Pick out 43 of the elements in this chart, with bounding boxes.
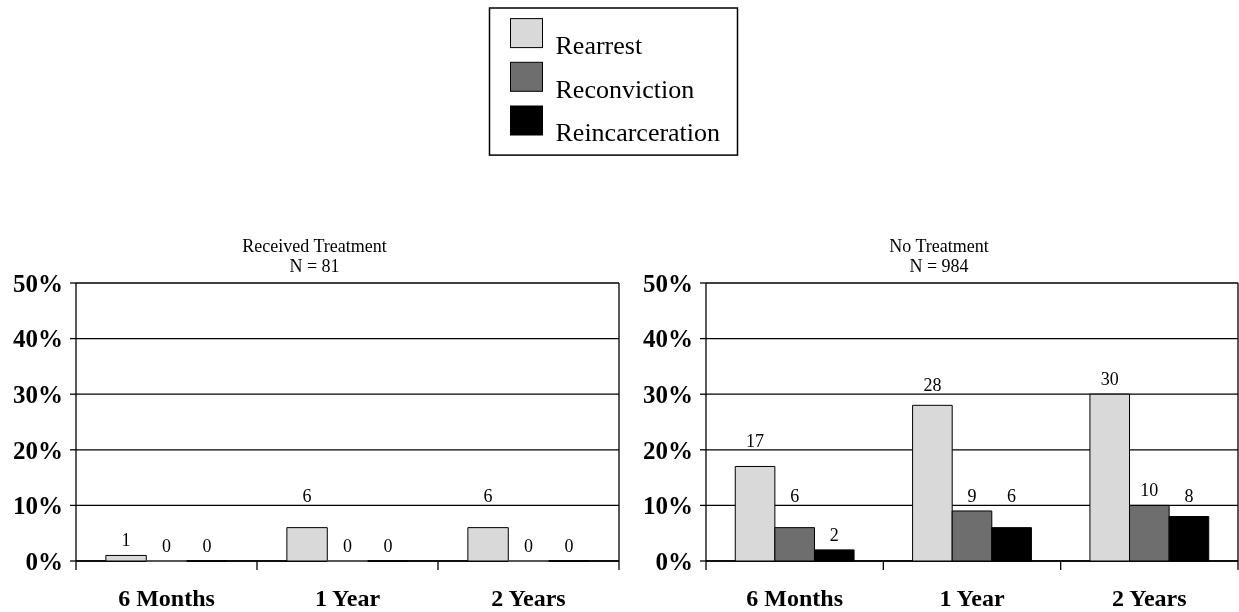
- x-tick-label: 2 Years: [491, 585, 566, 611]
- y-tick-label: 10%: [643, 492, 693, 520]
- x-tick-label: 1 Year: [314, 585, 381, 611]
- data-label: 17: [746, 430, 765, 451]
- x-tick-label: 1 Year: [939, 585, 1005, 611]
- y-tick-label: 40%: [643, 325, 693, 353]
- chart-subtitle: N = 984: [909, 256, 969, 276]
- x-tick-label: 6 Months: [118, 585, 215, 611]
- chart-title: No Treatment: [889, 236, 989, 256]
- data-label: 0: [524, 536, 533, 556]
- chart-subtitle: N = 81: [289, 256, 340, 276]
- data-label: 10: [1140, 480, 1159, 501]
- data-label: 2: [829, 524, 839, 545]
- data-label: 8: [1184, 486, 1194, 507]
- data-label: 0: [202, 536, 212, 556]
- data-label: 1: [121, 530, 131, 551]
- y-tick-label: 30%: [643, 380, 693, 408]
- x-tick-label: 2 Years: [1112, 585, 1187, 611]
- y-tick-label: 50%: [13, 269, 63, 297]
- y-tick-label: 20%: [643, 436, 693, 464]
- x-tick-label: 6 Months: [746, 585, 844, 611]
- y-tick-label: 20%: [13, 436, 63, 464]
- y-tick-label: 0%: [655, 547, 693, 575]
- y-tick-label: 40%: [13, 325, 63, 353]
- data-label: 0: [162, 536, 171, 556]
- chart-title: Received Treatment: [242, 236, 387, 256]
- data-label: 9: [967, 485, 977, 506]
- data-label: 6: [790, 486, 800, 507]
- data-label: 6: [1007, 486, 1017, 507]
- legend-label: Reincarceration: [555, 118, 721, 148]
- data-label: 0: [343, 536, 352, 556]
- data-label: 28: [923, 375, 942, 396]
- y-tick-label: 10%: [13, 492, 63, 520]
- data-label: 6: [302, 486, 312, 507]
- data-label: 0: [383, 536, 393, 556]
- data-label: 30: [1100, 369, 1119, 390]
- y-tick-label: 50%: [643, 269, 693, 297]
- data-label: 6: [483, 486, 493, 507]
- y-tick-label: 0%: [25, 547, 63, 575]
- y-tick-label: 30%: [13, 380, 63, 408]
- data-label: 0: [564, 536, 574, 556]
- legend-label: Rearrest: [555, 31, 643, 60]
- legend-label: Reconviction: [555, 74, 695, 104]
